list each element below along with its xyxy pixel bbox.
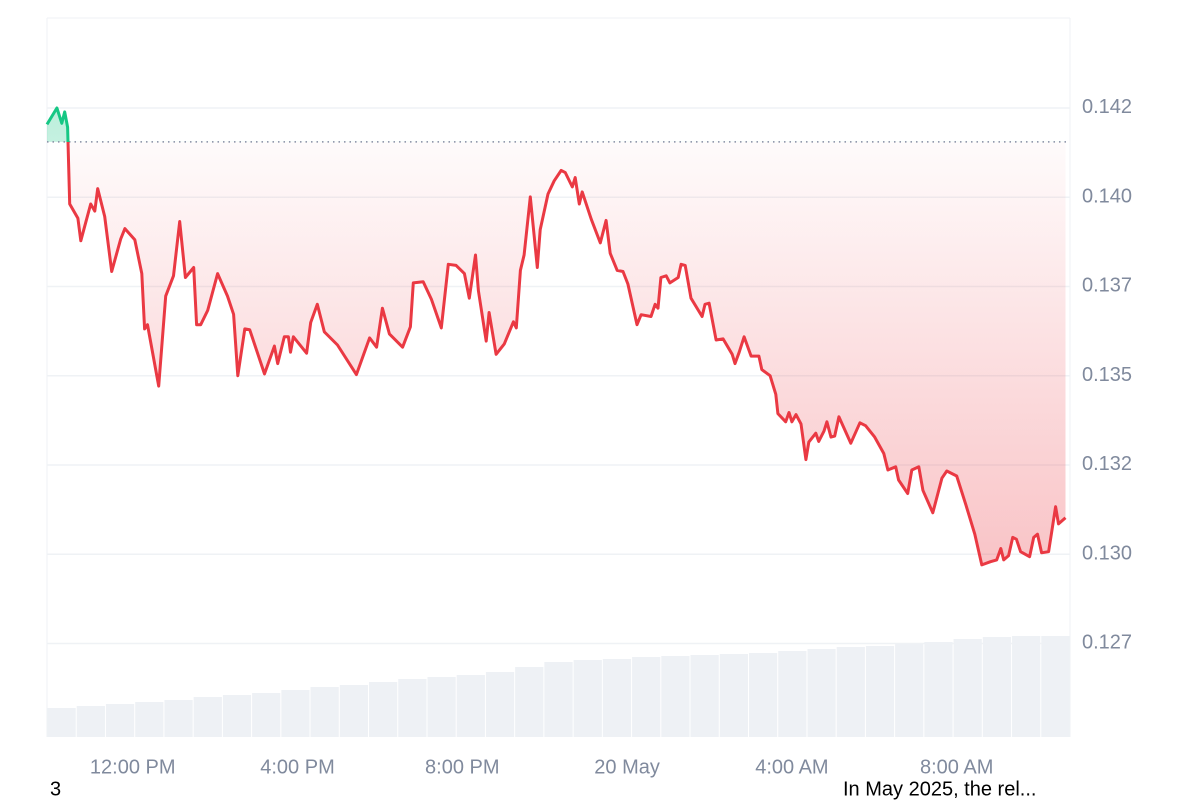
volume-bar [807, 649, 836, 737]
volume-bar [895, 644, 924, 737]
area-fill [47, 108, 1066, 565]
volume-bar [310, 687, 339, 737]
volume-bar [105, 704, 135, 737]
volume-bar [456, 675, 485, 737]
price-line [45, 106, 1067, 567]
volume-bar [193, 697, 222, 737]
volume-bar [544, 662, 573, 737]
volume-bar [748, 653, 778, 737]
volume-bar [865, 646, 895, 737]
volume-bar [164, 700, 193, 737]
volume-bar [427, 677, 456, 737]
volume-bar [661, 656, 690, 737]
footer-text: In May 2025, the rel... [843, 778, 1036, 800]
y-tick-label: 0.137 [1082, 275, 1132, 297]
volume-bar [47, 708, 76, 737]
volume-bar [632, 657, 661, 737]
x-tick-label: 8:00 AM [920, 756, 993, 778]
volume-bar [690, 655, 719, 737]
volume-bar [1041, 636, 1070, 737]
volume-bar [76, 706, 105, 737]
volume-bar [573, 660, 602, 737]
x-tick-label: 8:00 PM [425, 756, 499, 778]
x-tick-label: 4:00 AM [755, 756, 828, 778]
volume-bar [135, 702, 164, 737]
volume-bar [836, 647, 865, 737]
volume-bar [1012, 636, 1041, 737]
volume-bar [252, 693, 281, 737]
x-tick-label: 4:00 PM [260, 756, 334, 778]
y-tick-label: 0.135 [1082, 364, 1132, 386]
y-tick-label: 0.127 [1082, 632, 1132, 654]
volume-bar [602, 659, 632, 737]
volume-bar [924, 642, 953, 737]
volume-bar [339, 685, 369, 737]
volume-bar [369, 682, 398, 737]
volume-bar [485, 672, 515, 737]
volume-bar [398, 679, 427, 737]
volume-bar [222, 695, 252, 737]
footer-left: 3 [50, 778, 61, 800]
volume-bar [719, 654, 748, 737]
x-tick-label: 12:00 PM [90, 756, 176, 778]
y-tick-label: 0.140 [1082, 185, 1132, 207]
volume-bar [953, 639, 982, 737]
y-tick-label: 0.130 [1082, 542, 1132, 564]
x-tick-label: 20 May [594, 756, 660, 778]
y-tick-label: 0.132 [1082, 453, 1132, 475]
volume-bar [982, 637, 1012, 737]
volume-bar [281, 690, 310, 737]
volume-bar [778, 651, 807, 737]
volume-bar [515, 667, 544, 737]
y-tick-label: 0.142 [1082, 96, 1132, 118]
